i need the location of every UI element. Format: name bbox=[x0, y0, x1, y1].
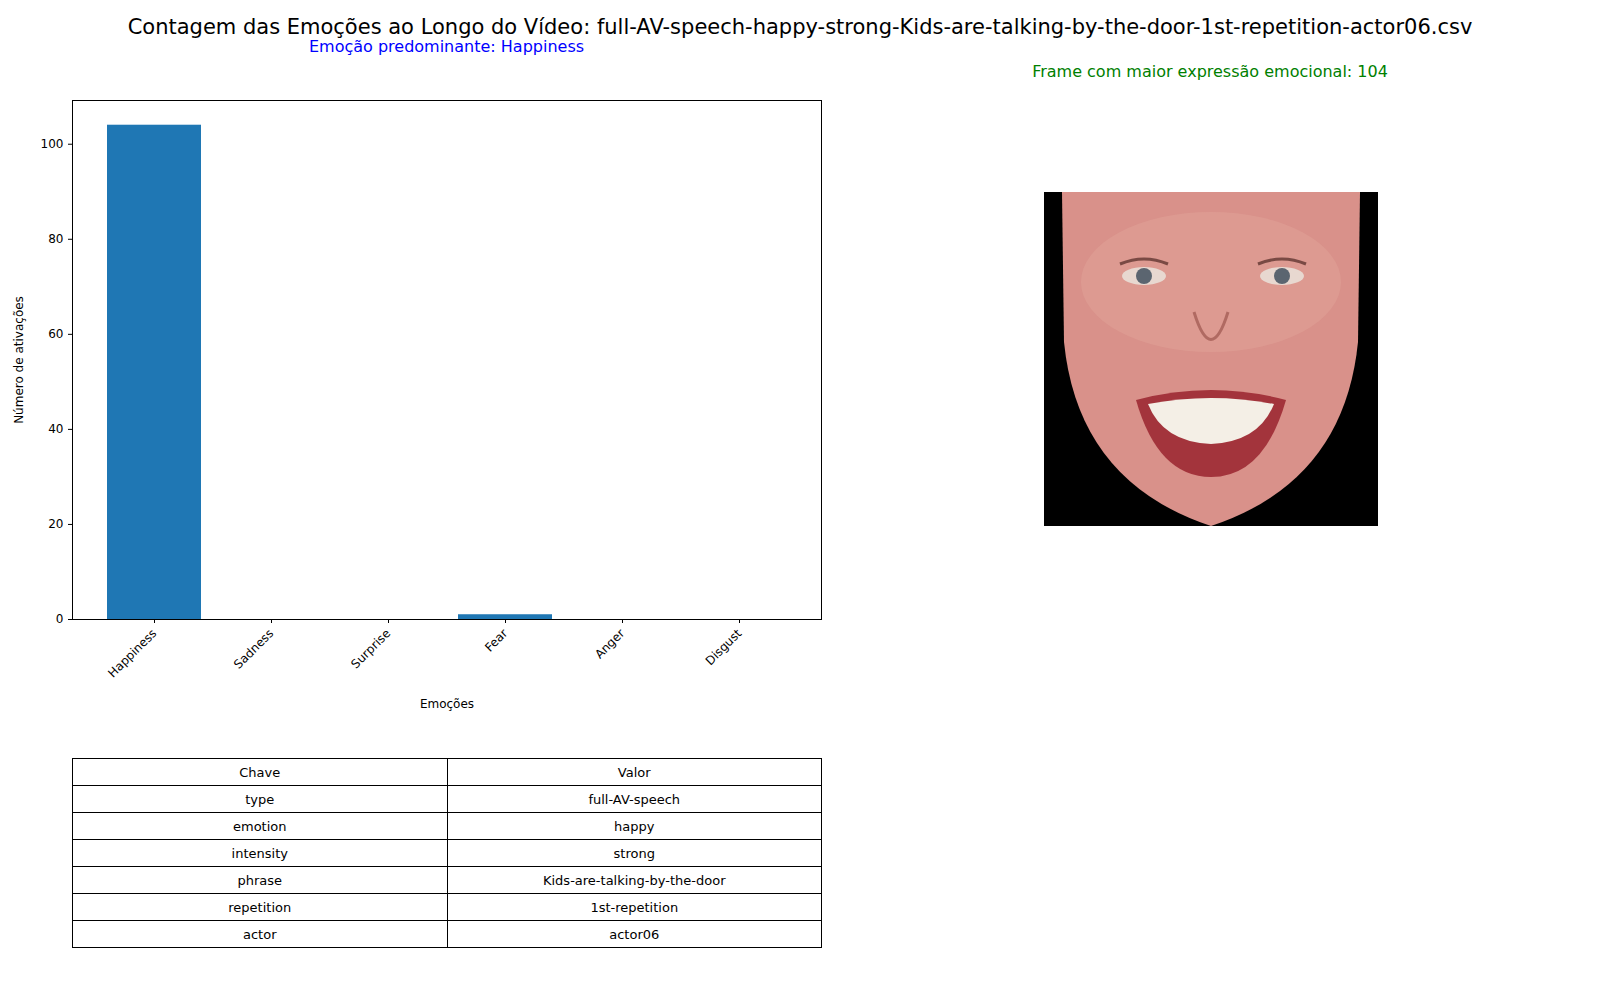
html-text:Frame com maior expressão emoc: Frame com maior expressão emocional: 104 bbox=[1032, 62, 1388, 81]
html-text:full-AV-speech: full-AV-speech bbox=[588, 791, 681, 807]
svg-text:Emoções: Emoções bbox=[420, 697, 474, 711]
svg-text:Sadness: Sadness bbox=[231, 626, 276, 671]
html-text:Kids-are-talking-by-the-door: Kids-are-talking-by-the-door bbox=[543, 872, 726, 888]
html-text:strong: strong bbox=[613, 845, 655, 861]
html-text:Contagem das Emoções ao Longo: Contagem das Emoções ao Longo do Vídeo: … bbox=[127, 15, 1473, 39]
html-text:actor: actor bbox=[243, 926, 277, 942]
svg-text:Número de ativações: Número de ativações bbox=[12, 296, 26, 424]
html-text:Valor: Valor bbox=[617, 764, 651, 780]
html-text:emotion: emotion bbox=[233, 818, 287, 834]
svg-text:0: 0 bbox=[56, 612, 64, 626]
html-text:happy: happy bbox=[614, 818, 655, 834]
svg-text:20: 20 bbox=[48, 517, 63, 531]
html-text:actor06: actor06 bbox=[609, 926, 660, 942]
html-text:repetition: repetition bbox=[228, 899, 292, 915]
svg-text:40: 40 bbox=[48, 422, 63, 436]
html-text:intensity: intensity bbox=[231, 845, 288, 861]
svg-text:Anger: Anger bbox=[592, 626, 627, 661]
html-text:phrase: phrase bbox=[237, 872, 282, 888]
svg-text:Happiness: Happiness bbox=[105, 626, 159, 680]
html-text:type: type bbox=[245, 791, 275, 807]
html-text:Emoção predominante: Happiness: Emoção predominante: Happiness bbox=[309, 37, 584, 56]
svg-text:80: 80 bbox=[48, 232, 63, 246]
html-text:Chave: Chave bbox=[239, 764, 281, 780]
svg-text:Fear: Fear bbox=[482, 626, 510, 654]
svg-text:60: 60 bbox=[48, 327, 63, 341]
svg-text:Surprise: Surprise bbox=[348, 626, 393, 671]
html-text:1st-repetition: 1st-repetition bbox=[590, 899, 679, 915]
svg-text:Disgust: Disgust bbox=[703, 626, 745, 668]
svg-text:100: 100 bbox=[41, 137, 64, 151]
